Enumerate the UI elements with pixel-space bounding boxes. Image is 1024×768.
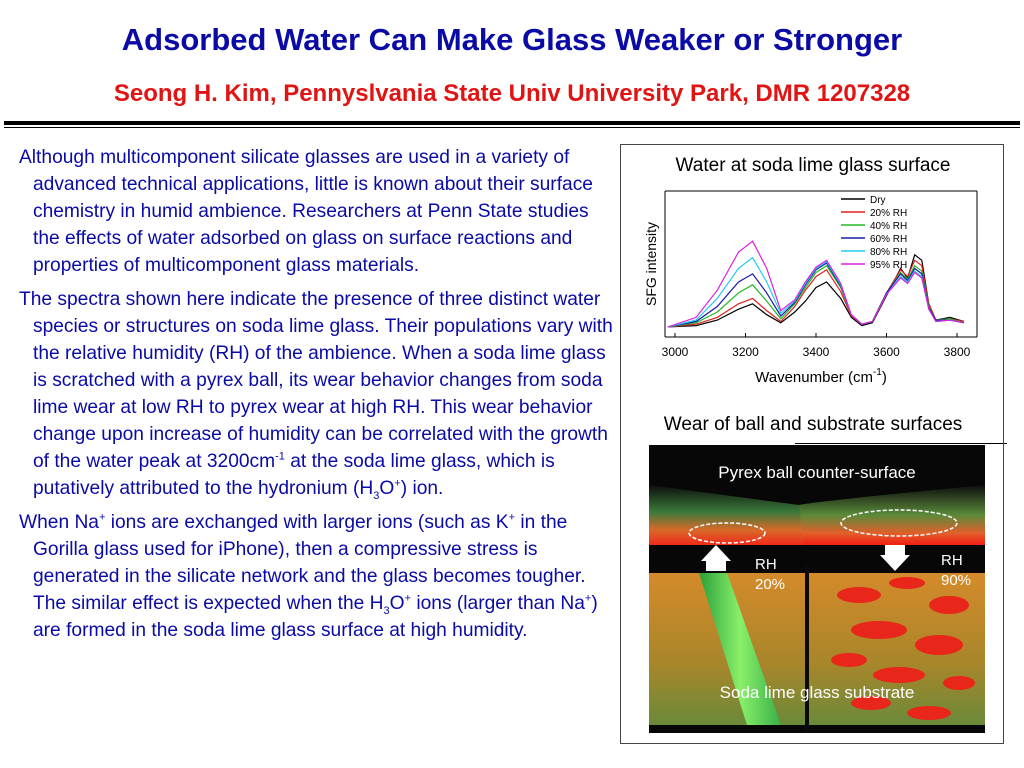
subscript: 3	[373, 489, 380, 502]
legend-label-5: 95% RH	[870, 260, 907, 271]
body-text: Although multicomponent silicate glasses…	[19, 144, 615, 651]
paragraph-3-text: ions are exchanged with larger ions (suc…	[105, 512, 509, 533]
wear-micrograph: Pyrex ball counter-surface Soda lime gla…	[649, 445, 985, 733]
subscript: 3	[383, 604, 390, 617]
paragraph-3-text: O	[389, 593, 405, 614]
paragraph-1-text: Although multicomponent silicate glasses…	[19, 147, 593, 276]
rh-label-text: RH	[941, 552, 963, 569]
paragraph-3-text: ) are formed in the soda lime glass surf…	[33, 593, 598, 641]
x-tick-label-0: 3000	[662, 345, 689, 359]
rh-20-label: RH 20%	[755, 555, 785, 595]
spectrum-chart-title: Water at soda lime glass surface	[675, 155, 951, 176]
paragraph-1: Although multicomponent silicate glasses…	[19, 144, 615, 279]
substrate-label: Soda lime glass substrate	[719, 683, 915, 702]
x-axis-label: Wavenumber (cm-1)	[755, 367, 887, 386]
rh-90-label: RH 90%	[941, 551, 971, 591]
legend-label-2: 40% RH	[870, 221, 907, 232]
series-line-0	[667, 253, 965, 328]
tick-layer: 3000 3200 3400 3600 3800	[662, 333, 971, 359]
image-separator	[805, 565, 809, 733]
wear-micrograph-graphic	[649, 445, 985, 733]
x-tick-label-4: 3800	[944, 345, 971, 359]
paragraph-3-text: When Na	[19, 512, 99, 533]
wear-debris-high-rh	[831, 577, 975, 720]
x-tick-label-3: 3600	[873, 345, 900, 359]
superscript: +	[508, 511, 516, 524]
pyrex-ball-left	[649, 485, 806, 545]
series-line-5	[667, 240, 965, 328]
arrow-up-icon-stem	[706, 559, 726, 571]
superscript: +	[394, 477, 401, 490]
superscript: +	[98, 511, 106, 524]
legend-label-1: 20% RH	[870, 208, 907, 219]
paragraph-3-text: ions (larger than Na	[411, 593, 585, 614]
figure-panel: Water at soda lime glass surface 3000 320…	[620, 144, 1004, 744]
sfg-spectrum-chart: 3000 3200 3400 3600 3800 Dry 20% RH 40% RH 60% …	[643, 190, 978, 386]
figure-divider	[795, 443, 1007, 444]
pyrex-ball-label: Pyrex ball counter-surface	[718, 463, 916, 482]
series-line-1	[667, 259, 965, 328]
arrow-down-icon-stem	[885, 545, 905, 557]
wear-scar-left	[688, 522, 766, 544]
legend-label-4: 80% RH	[870, 247, 907, 258]
legend: Dry 20% RH 40% RH 60% RH 80% RH 95% RH	[841, 195, 907, 271]
pyrex-ball-right	[799, 485, 985, 545]
rh-value: 20%	[755, 576, 786, 593]
series-layer	[667, 240, 965, 328]
y-axis-label: SFG intensity	[643, 222, 659, 306]
page-subtitle: Seong H. Kim, Pennyslvania State Univ Un…	[113, 80, 911, 107]
paragraph-2-text: at the soda lime glass, which is putativ…	[33, 451, 555, 499]
arrow-down-icon	[880, 555, 910, 571]
wear-scar-right	[840, 509, 958, 537]
legend-label-0: Dry	[870, 195, 886, 206]
paragraph-2-text: The spectra shown here indicate the pres…	[19, 289, 613, 472]
paragraph-2-text: ) ion.	[400, 478, 444, 499]
rh-label-text: RH	[755, 556, 777, 573]
header-divider-thin	[4, 127, 1020, 128]
wear-track-low-rh	[699, 573, 781, 725]
paragraph-3-text: in the Gorilla glass used for iPhone), t…	[33, 512, 586, 614]
x-tick-label-1: 3200	[732, 345, 759, 359]
superscript: +	[584, 592, 592, 605]
page-title: Adsorbed Water Can Make Glass Weaker or …	[121, 22, 903, 57]
wear-image-title: Wear of ball and substrate surfaces	[663, 414, 963, 435]
paragraph-2-text: O	[379, 478, 395, 499]
paragraph-2: The spectra shown here indicate the pres…	[19, 286, 615, 502]
x-tick-label-2: 3400	[803, 345, 830, 359]
superscript: -1	[275, 450, 285, 463]
header-divider	[4, 121, 1020, 125]
rh-value: 90%	[941, 572, 972, 589]
legend-label-3: 60% RH	[870, 234, 907, 245]
superscript: +	[404, 592, 412, 605]
arrow-up-icon	[701, 545, 731, 561]
paragraph-3: When Na+ ions are exchanged with larger …	[19, 509, 615, 644]
